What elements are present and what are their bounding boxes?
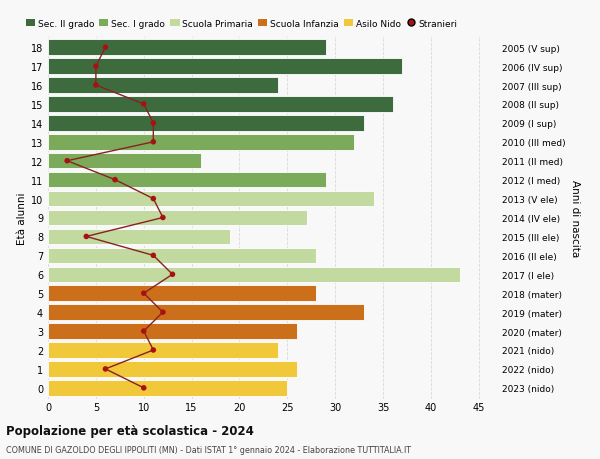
Bar bbox=[48, 286, 316, 301]
Point bbox=[91, 63, 101, 71]
Text: Popolazione per età scolastica - 2024: Popolazione per età scolastica - 2024 bbox=[6, 424, 254, 437]
Point bbox=[139, 290, 149, 297]
Bar bbox=[48, 59, 402, 75]
Bar bbox=[48, 229, 230, 245]
Point bbox=[149, 139, 158, 146]
Point bbox=[139, 328, 149, 335]
Bar bbox=[48, 210, 307, 226]
Bar bbox=[48, 78, 278, 94]
Point bbox=[82, 233, 91, 241]
Bar bbox=[48, 135, 355, 150]
Y-axis label: Età alunni: Età alunni bbox=[17, 192, 26, 244]
Point bbox=[158, 309, 167, 316]
Point bbox=[101, 45, 110, 52]
Point bbox=[149, 252, 158, 259]
Y-axis label: Anni di nascita: Anni di nascita bbox=[569, 179, 580, 257]
Bar bbox=[48, 380, 287, 396]
Point bbox=[139, 384, 149, 392]
Bar bbox=[48, 248, 316, 263]
Text: COMUNE DI GAZOLDO DEGLI IPPOLITI (MN) - Dati ISTAT 1° gennaio 2024 - Elaborazion: COMUNE DI GAZOLDO DEGLI IPPOLITI (MN) - … bbox=[6, 445, 411, 454]
Point bbox=[167, 271, 177, 278]
Point bbox=[62, 158, 72, 165]
Bar bbox=[48, 116, 364, 131]
Point bbox=[149, 196, 158, 203]
Bar bbox=[48, 361, 297, 377]
Bar bbox=[48, 40, 326, 56]
Bar bbox=[48, 324, 297, 339]
Bar bbox=[48, 173, 326, 188]
Point bbox=[158, 214, 167, 222]
Point bbox=[149, 347, 158, 354]
Point bbox=[110, 177, 120, 184]
Legend: Sec. II grado, Sec. I grado, Scuola Primaria, Scuola Infanzia, Asilo Nido, Stran: Sec. II grado, Sec. I grado, Scuola Prim… bbox=[26, 20, 457, 28]
Bar bbox=[48, 267, 460, 282]
Bar bbox=[48, 97, 392, 112]
Point bbox=[149, 120, 158, 127]
Bar bbox=[48, 305, 364, 320]
Bar bbox=[48, 191, 374, 207]
Bar bbox=[48, 342, 278, 358]
Point bbox=[91, 82, 101, 90]
Point bbox=[101, 365, 110, 373]
Bar bbox=[48, 154, 201, 169]
Point bbox=[139, 101, 149, 108]
